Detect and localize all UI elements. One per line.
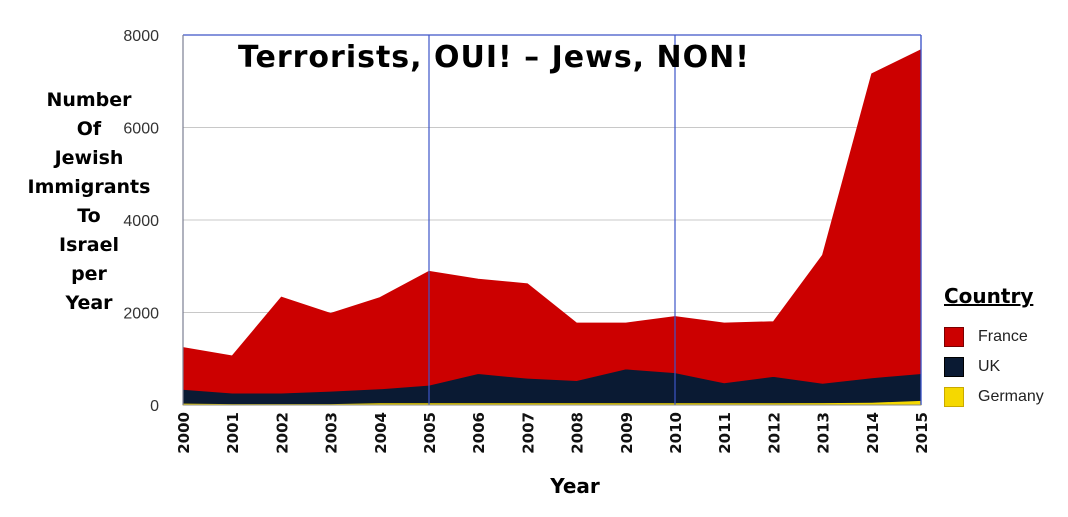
legend-item-germany: Germany (944, 382, 1064, 412)
y-axis-label-line: Year (65, 292, 113, 314)
x-tick-label: 2003 (323, 412, 341, 454)
legend-swatch-france (944, 327, 964, 347)
y-axis-label-line: To (77, 205, 101, 227)
x-tick-label: 2010 (667, 412, 685, 454)
y-axis-label-line: per (71, 263, 107, 285)
x-tick-label: 2001 (224, 412, 242, 454)
x-tick-label: 2005 (421, 412, 439, 454)
x-tick-label: 2004 (372, 412, 390, 454)
x-axis-label: Year (550, 474, 600, 498)
legend-label-germany: Germany (978, 388, 1044, 405)
y-tick-label: 2000 (123, 306, 159, 323)
y-axis-label: Number Of Jewish Immigrants To Israel pe… (14, 86, 164, 318)
y-tick-label: 8000 (123, 28, 159, 45)
x-tick-label: 2006 (470, 412, 488, 454)
area-france (182, 48, 922, 394)
legend-label-france: France (978, 328, 1028, 345)
y-axis-label-line: Of (76, 118, 102, 140)
axes: 0 2000 4000 6000 8000 2000 2001 2002 2003 2004 200… (123, 28, 931, 454)
y-tick-label: 6000 (123, 121, 159, 138)
legend-swatch-uk (944, 357, 964, 377)
y-tick-label: 4000 (123, 213, 159, 230)
x-tick-label: 2011 (716, 412, 734, 454)
x-tick-label: 2002 (273, 412, 291, 454)
legend: Country France UK Germany (944, 284, 1064, 412)
y-axis-label-line: Israel (59, 234, 119, 256)
y-axis-label-line: Number (46, 89, 132, 111)
x-tick-label: 2007 (519, 412, 537, 454)
x-tick-label: 2014 (864, 412, 882, 454)
x-tick-label: 2013 (815, 412, 833, 454)
areas (182, 48, 922, 406)
x-tick-label: 2015 (913, 412, 931, 454)
legend-swatch-germany (944, 387, 964, 407)
chart-title: Terrorists, OUI! – Jews, NON! (238, 40, 750, 75)
legend-title: Country (944, 284, 1034, 308)
x-tick-label: 2008 (569, 412, 587, 454)
legend-item-uk: UK (944, 352, 1064, 382)
x-tick-label: 2012 (765, 412, 783, 454)
y-tick-label: 0 (150, 398, 159, 415)
x-tick-label: 2000 (175, 412, 193, 454)
legend-label-uk: UK (978, 358, 1001, 375)
legend-item-france: France (944, 322, 1064, 352)
y-axis-label-line: Jewish (54, 147, 124, 169)
y-axis-label-line: Immigrants (27, 176, 151, 198)
x-tick-label: 2009 (618, 412, 636, 454)
